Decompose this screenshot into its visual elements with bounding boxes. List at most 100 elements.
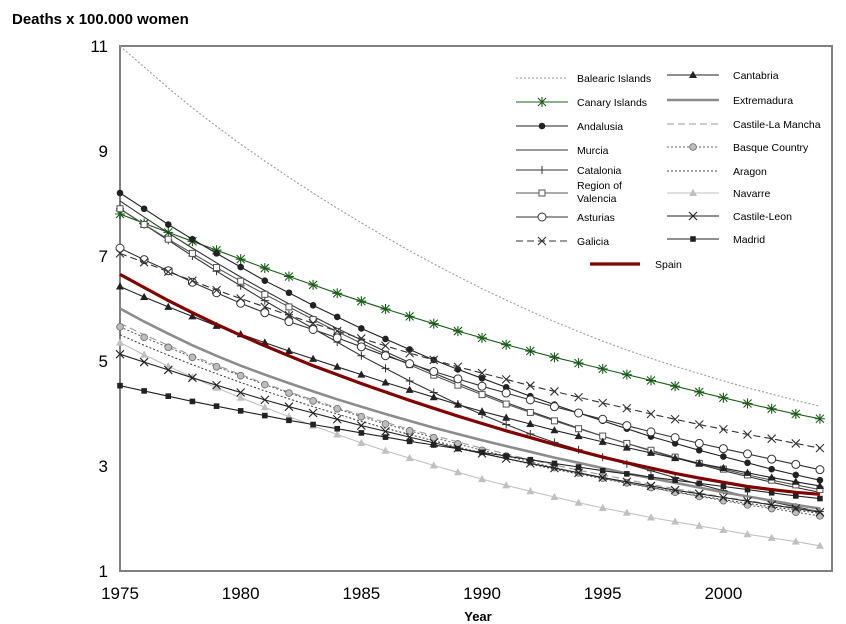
legend-label: Region of Valencia <box>577 180 622 205</box>
data-point <box>381 446 390 454</box>
legend-label: Basque Country <box>733 142 809 154</box>
data-point <box>164 302 173 310</box>
data-point <box>742 398 753 409</box>
data-point <box>622 403 632 413</box>
legend-label: Catalonia <box>577 165 622 177</box>
data-point <box>743 449 753 459</box>
data-point <box>381 378 390 386</box>
series-asturias <box>115 243 825 475</box>
data-point <box>503 453 509 459</box>
data-point <box>501 339 512 350</box>
data-point <box>670 381 681 392</box>
data-point <box>622 477 632 487</box>
data-point <box>791 439 801 448</box>
data-point <box>719 424 728 434</box>
series-line-catalonia <box>119 208 821 513</box>
data-point <box>502 400 510 408</box>
data-point <box>790 409 801 420</box>
x-tick-label: 1990 <box>463 584 501 603</box>
data-point <box>333 362 342 370</box>
data-point <box>694 438 704 448</box>
data-point <box>163 267 173 277</box>
data-point <box>260 308 270 318</box>
data-point <box>116 205 124 213</box>
data-point <box>624 471 630 477</box>
data-point <box>453 374 463 384</box>
data-point <box>574 431 583 440</box>
data-point <box>573 358 584 369</box>
data-point <box>478 474 487 483</box>
data-point <box>502 420 511 429</box>
data-point <box>814 413 825 424</box>
data-point <box>381 426 390 436</box>
data-point <box>526 408 534 416</box>
data-point <box>791 504 801 513</box>
data-point <box>816 512 824 520</box>
data-point <box>116 338 124 346</box>
data-point <box>213 250 220 257</box>
legend-label: Asturias <box>577 212 615 224</box>
data-point <box>477 381 487 391</box>
legend-marker <box>537 212 547 222</box>
y-tick-label: 3 <box>99 457 108 476</box>
legend-label: Galicia <box>577 236 609 248</box>
data-point <box>621 369 632 380</box>
legend-item-galicia: Galicia <box>516 236 609 248</box>
data-point <box>453 400 462 408</box>
data-point <box>502 481 511 489</box>
data-point <box>527 456 534 463</box>
series-line-spain <box>119 272 821 496</box>
series-line-basque-country <box>119 326 820 517</box>
series-aragon <box>119 334 820 514</box>
data-point <box>332 288 343 299</box>
series-line-andalusia <box>119 192 821 481</box>
data-point <box>236 298 246 308</box>
data-point <box>285 389 293 397</box>
data-point <box>237 277 245 285</box>
data-point <box>406 346 413 353</box>
data-point <box>140 292 149 300</box>
series-line-cantabria <box>119 285 820 487</box>
data-point <box>622 421 632 431</box>
data-point <box>815 443 825 453</box>
data-point <box>815 465 825 475</box>
data-point <box>574 468 583 478</box>
data-point <box>743 496 752 506</box>
legend-label: Castile-Leon <box>733 211 792 223</box>
data-point <box>332 326 342 336</box>
data-point <box>453 362 463 372</box>
series-line-aragon <box>119 334 820 514</box>
legend-marker <box>538 189 546 197</box>
x-tick-label: 2000 <box>704 584 742 603</box>
x-tick-label: 1995 <box>584 584 622 603</box>
legend-item-murcia: Murcia <box>516 145 609 157</box>
data-point <box>116 323 124 331</box>
y-tick-label: 1 <box>99 562 108 581</box>
data-point <box>356 334 366 343</box>
series-line-region-of-valencia <box>119 208 821 491</box>
data-point <box>188 276 197 286</box>
data-point <box>646 481 656 491</box>
data-point <box>574 408 584 418</box>
data-point <box>404 311 415 322</box>
data-point <box>284 317 294 327</box>
data-point <box>766 403 777 414</box>
legend-marker <box>538 166 546 174</box>
data-point <box>671 517 680 525</box>
series-andalusia <box>116 189 824 484</box>
data-point <box>453 468 462 476</box>
data-point <box>429 461 438 469</box>
data-point <box>768 465 775 473</box>
data-point <box>405 348 415 358</box>
data-point <box>284 402 294 412</box>
data-point <box>791 537 800 545</box>
data-point <box>308 279 319 290</box>
data-point <box>550 492 559 500</box>
data-point <box>575 425 583 433</box>
data-point <box>188 353 197 362</box>
data-point <box>381 364 390 373</box>
x-axis-label: Year <box>464 609 491 624</box>
legend-marker <box>689 143 697 151</box>
data-point <box>357 412 366 421</box>
data-point <box>286 417 292 424</box>
